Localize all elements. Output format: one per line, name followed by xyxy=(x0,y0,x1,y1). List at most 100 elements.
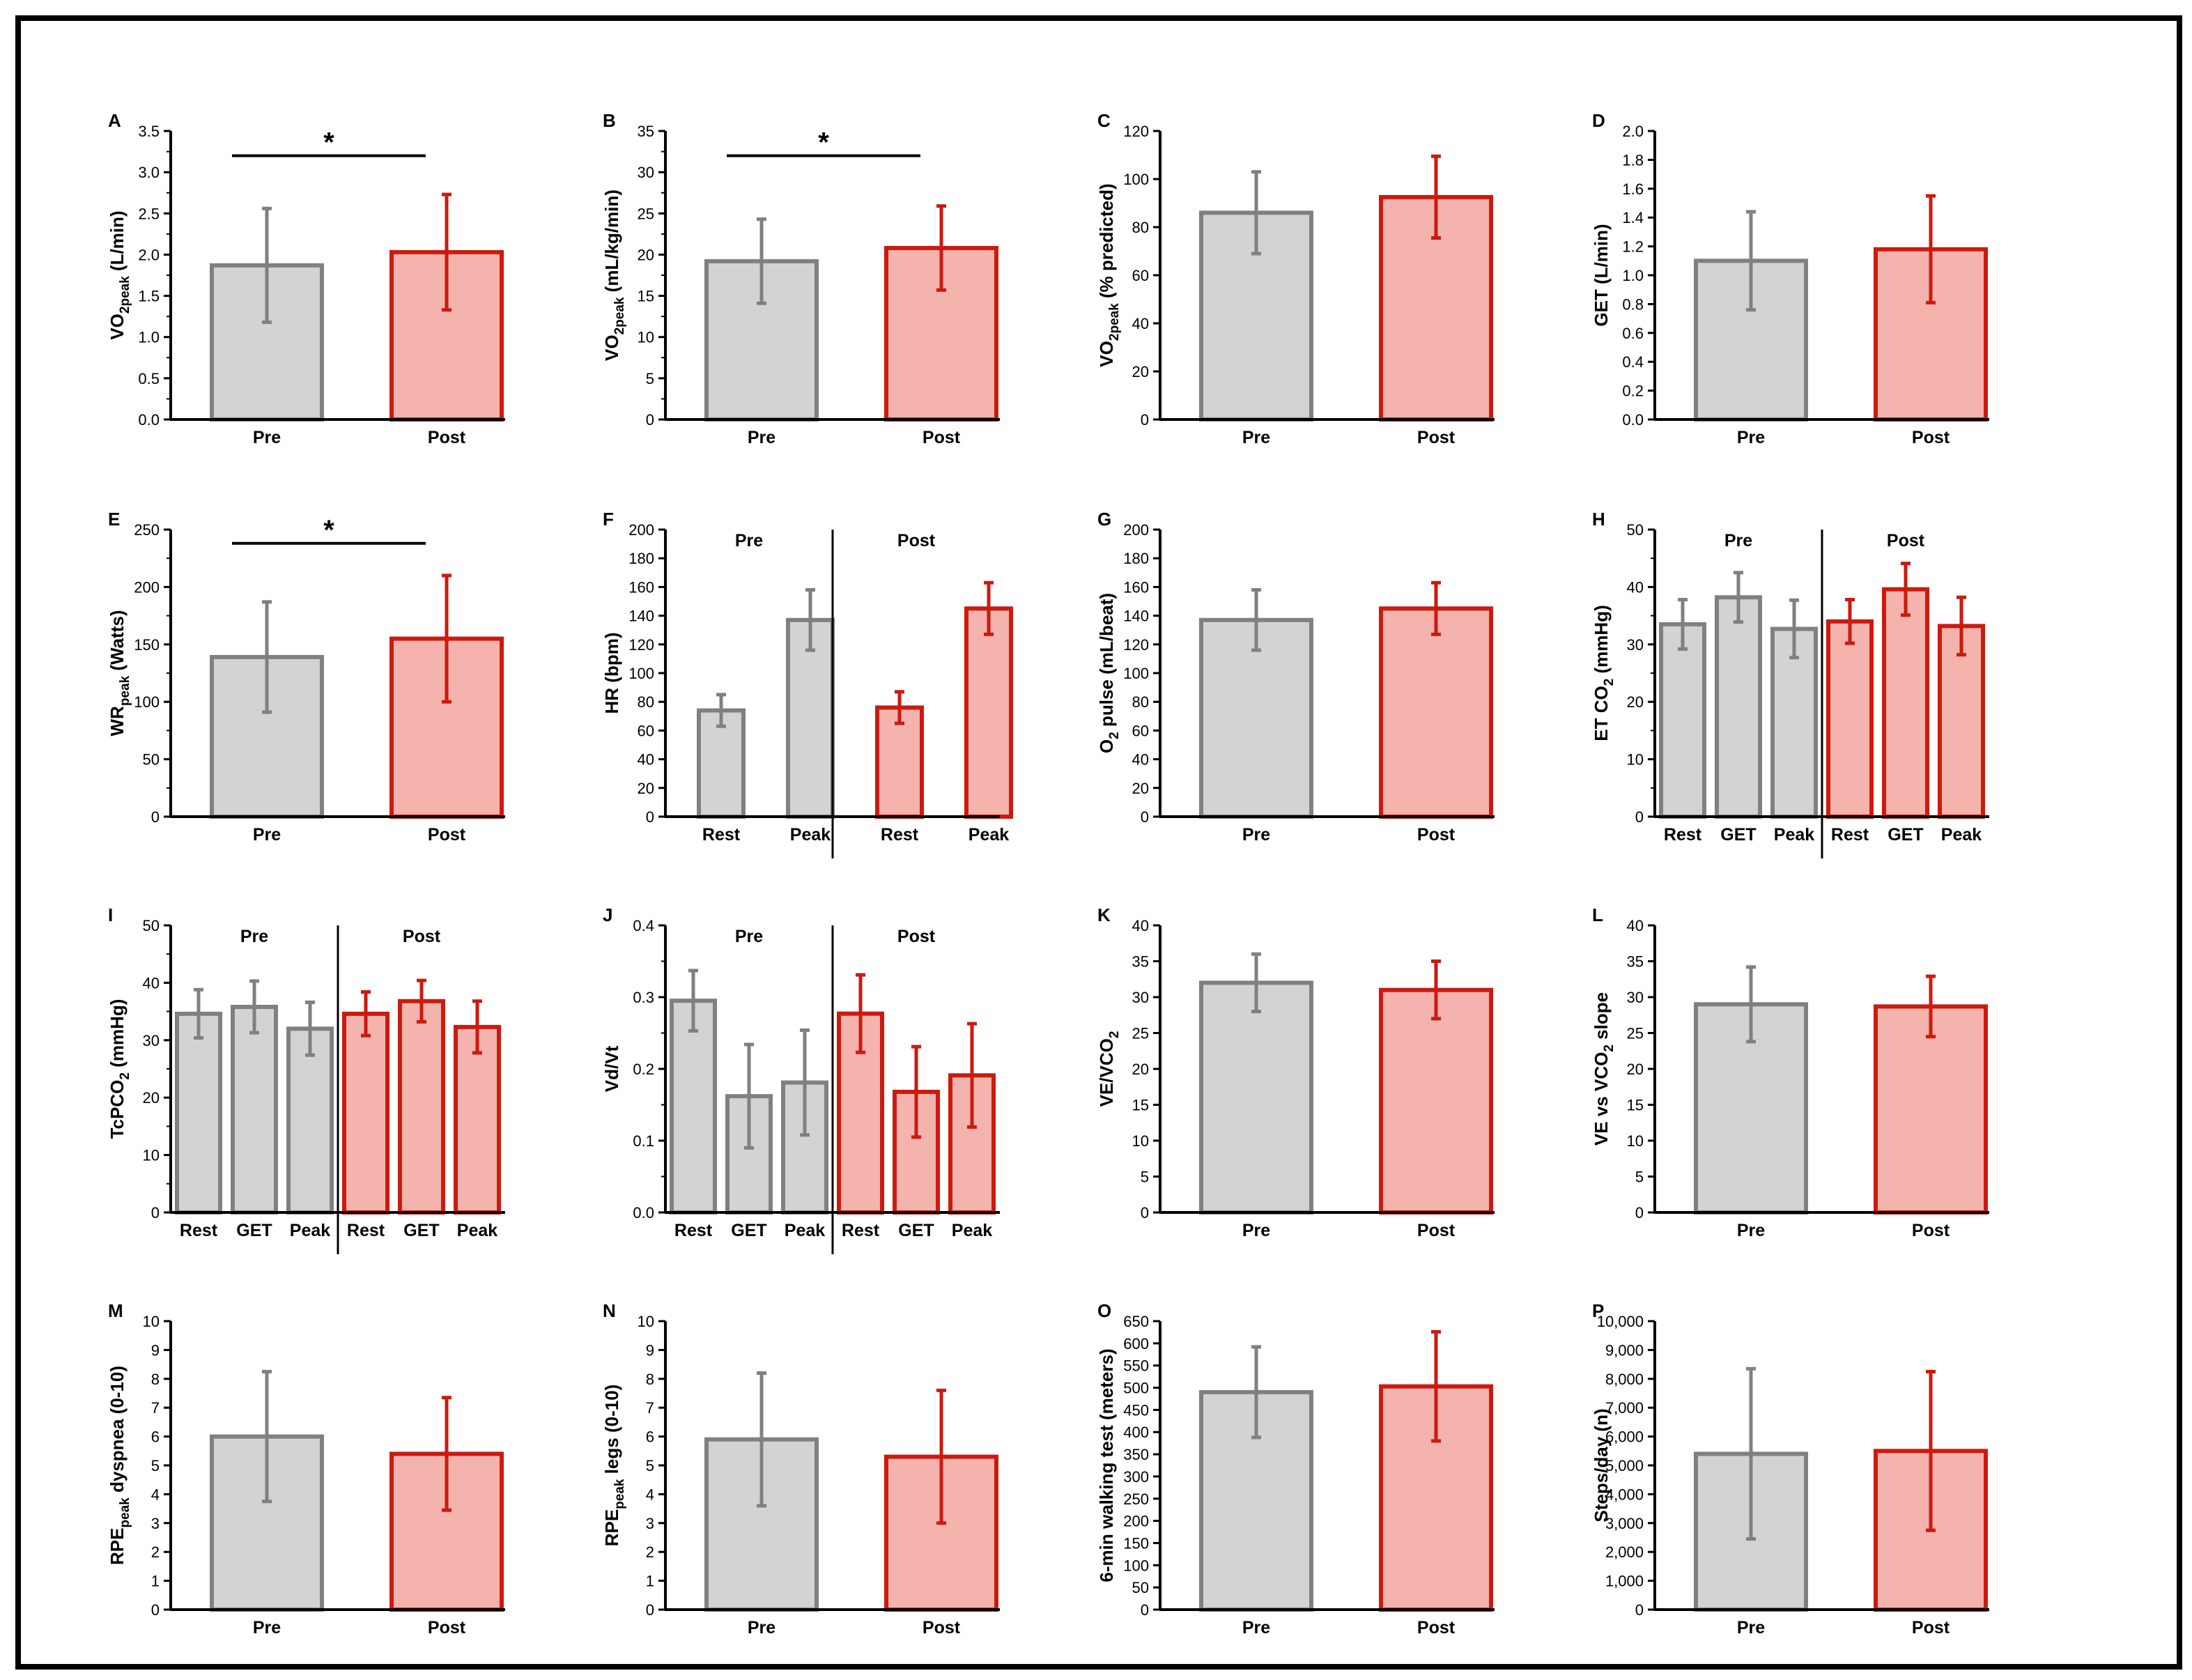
panel-b-xtick-label: Post xyxy=(923,428,961,447)
panel-j-xtick-label: Rest xyxy=(842,1221,880,1240)
panel-h-bar-post xyxy=(1826,619,1874,819)
panel-b-sig-star: * xyxy=(818,127,829,157)
panel-l-ytick-label: 5 xyxy=(1635,1169,1644,1186)
panel-e: E 0 50 100 150 200 250 WRpeak (Watts) Pre Post * xyxy=(107,509,505,845)
panel-p: P 0 1,000 2,000 3,000 4,000 5,000 6,000 7,000 8,0… xyxy=(1591,1300,1989,1637)
panel-e-letter: E xyxy=(108,509,120,530)
panel-b-ylabel-sub: 2peak xyxy=(612,297,627,334)
panel-l-ytick-label: 25 xyxy=(1627,1025,1644,1042)
panel-h-xtick-label: GET xyxy=(1720,825,1756,845)
panel-j-group-label-post: Post xyxy=(897,927,936,946)
panel-h-xtick-label: Peak xyxy=(1941,825,1982,845)
panel-f-ytick-label: 180 xyxy=(628,550,654,567)
panel-g-ytick-label: 160 xyxy=(1123,578,1149,596)
panel-a-ytick-label: 2.0 xyxy=(138,246,160,263)
panel-b: B 0 5 10 15 20 25 30 35 VO2peak (mL/kg/min) Pre Pos… xyxy=(601,110,1000,447)
panel-a-letter: A xyxy=(108,110,121,131)
panel-g-ylabel-main: O xyxy=(1096,739,1117,753)
panel-d-xtick-label: Post xyxy=(1912,428,1950,447)
panel-k-ytick-label: 20 xyxy=(1132,1061,1149,1078)
panel-g-letter: G xyxy=(1097,509,1111,530)
panel-k-xtick-label: Post xyxy=(1417,1221,1456,1240)
panel-a-ytick-label: 3.5 xyxy=(138,123,160,140)
panel-o-ytick-label: 50 xyxy=(1132,1579,1149,1596)
panel-a: A 0.0 0.5 1.0 1.5 2.0 2.5 3.0 3.5 VO2peak (L/min)… xyxy=(107,110,505,447)
panel-o-ytick-label: 300 xyxy=(1123,1468,1149,1486)
panel-d-ytick-label: 0.0 xyxy=(1622,411,1644,429)
panel-j-bar-pre xyxy=(781,1080,828,1215)
panel-i-xtick-label: Peak xyxy=(457,1221,497,1240)
panel-d-xtick-label: Pre xyxy=(1737,428,1765,447)
panel-p-ylabel: Steps/day (n) xyxy=(1591,1408,1612,1522)
panel-j: J 0.0 0.1 0.2 0.3 0.4 Vd/Vt Rest GET Peak Rest GET P… xyxy=(601,904,1000,1254)
panel-j-xtick-label: Peak xyxy=(785,1221,825,1240)
panel-h-bar-pre xyxy=(1659,622,1706,819)
panel-l-ylabel-rest: slope xyxy=(1591,992,1612,1045)
panel-i-bar-pre xyxy=(231,1005,278,1215)
panel-i-group-label-post: Post xyxy=(403,927,441,946)
panel-m-xtick-label: Pre xyxy=(253,1618,281,1637)
panel-d-ytick-label: 1.6 xyxy=(1622,180,1644,198)
panel-g-ylabel-sub: 2 xyxy=(1107,732,1122,739)
panel-n-ytick-label: 5 xyxy=(646,1457,654,1474)
panel-k-bar-post xyxy=(1379,987,1493,1215)
panel-f-ytick-label: 160 xyxy=(628,578,654,596)
panel-j-ylabel: Vd/Vt xyxy=(601,1045,622,1092)
panel-d-ytick-label: 0.4 xyxy=(1622,353,1644,371)
panel-c-xtick-label: Post xyxy=(1417,428,1456,447)
panel-d-ylabel-main: GET (L/min) xyxy=(1591,224,1612,326)
panel-a-ytick-label: 0.5 xyxy=(138,370,160,387)
panel-m-ylabel-rest: dyspnea (0-10) xyxy=(107,1366,128,1497)
panel-i-bar-pre xyxy=(175,1011,222,1215)
panel-g-ytick-label: 80 xyxy=(1132,693,1149,711)
panel-p-letter: P xyxy=(1592,1300,1604,1321)
panel-d-ytick-label: 1.2 xyxy=(1622,238,1644,256)
panel-j-ytick-label: 0.2 xyxy=(633,1061,654,1078)
panel-l-ytick-label: 30 xyxy=(1627,989,1644,1006)
panel-h-group-label-post: Post xyxy=(1887,531,1925,550)
panel-j-ytick-label: 0.4 xyxy=(633,917,654,934)
panel-f-xtick-label: Peak xyxy=(968,825,1009,845)
panel-j-xtick-label: GET xyxy=(731,1221,766,1240)
panel-o-ytick-label: 150 xyxy=(1123,1534,1149,1552)
panel-h-ytick-label: 40 xyxy=(1627,578,1644,596)
panel-l-ylabel: VE vs VCO2 slope xyxy=(1591,992,1616,1146)
panel-d-letter: D xyxy=(1592,110,1605,131)
panel-f-ytick-label: 140 xyxy=(628,608,654,625)
panel-l-letter: L xyxy=(1592,904,1603,925)
panel-i-ytick-label: 30 xyxy=(143,1032,160,1049)
panel-d-ytick-label: 0.2 xyxy=(1622,383,1644,400)
panel-o-ytick-label: 250 xyxy=(1123,1490,1149,1508)
panel-b-ylabel-main: VO xyxy=(601,334,622,361)
panel-p-ytick-label: 2,000 xyxy=(1605,1543,1644,1561)
panel-h-bar-pre xyxy=(1715,595,1762,819)
panel-n-ytick-label: 9 xyxy=(646,1341,654,1359)
panel-m-ylabel-sub: peak xyxy=(118,1497,132,1528)
panel-f-bar-post xyxy=(875,705,924,819)
panel-l-ytick-label: 15 xyxy=(1627,1097,1644,1114)
panel-e-ytick-label: 0 xyxy=(151,808,160,826)
panel-j-ylabel-main: Vd/Vt xyxy=(601,1045,622,1092)
panel-b-ylabel-rest: (mL/kg/min) xyxy=(601,190,622,298)
panel-f-ytick-label: 40 xyxy=(638,751,654,769)
panel-c-ytick-label: 100 xyxy=(1123,171,1149,188)
panel-m-letter: M xyxy=(108,1300,123,1321)
panel-h-group-label-pre: Pre xyxy=(1724,531,1752,550)
panel-i-ytick-label: 20 xyxy=(143,1089,160,1107)
panel-e-ytick-label: 200 xyxy=(134,578,160,596)
panel-f-ytick-label: 60 xyxy=(638,722,654,739)
panel-b-ylabel: VO2peak (mL/kg/min) xyxy=(601,190,627,361)
panel-h-xtick-label: Rest xyxy=(1664,825,1702,845)
panel-g-ytick-label: 200 xyxy=(1123,521,1149,539)
panel-h-ylabel-sub: 2 xyxy=(1602,679,1616,686)
panel-m-ytick-label: 9 xyxy=(151,1341,160,1359)
panel-b-ytick-label: 0 xyxy=(646,411,654,429)
panel-h-ytick-label: 0 xyxy=(1635,808,1644,826)
panel-n-ytick-label: 1 xyxy=(646,1573,654,1590)
panel-b-ytick-label: 5 xyxy=(646,370,654,387)
panel-o-ylabel: 6-min walking test (meters) xyxy=(1096,1348,1117,1582)
panel-n-ytick-label: 4 xyxy=(646,1486,654,1503)
panel-j-group-label-pre: Pre xyxy=(735,927,763,946)
panel-i-ylabel-rest: (mmHg) xyxy=(107,999,128,1072)
